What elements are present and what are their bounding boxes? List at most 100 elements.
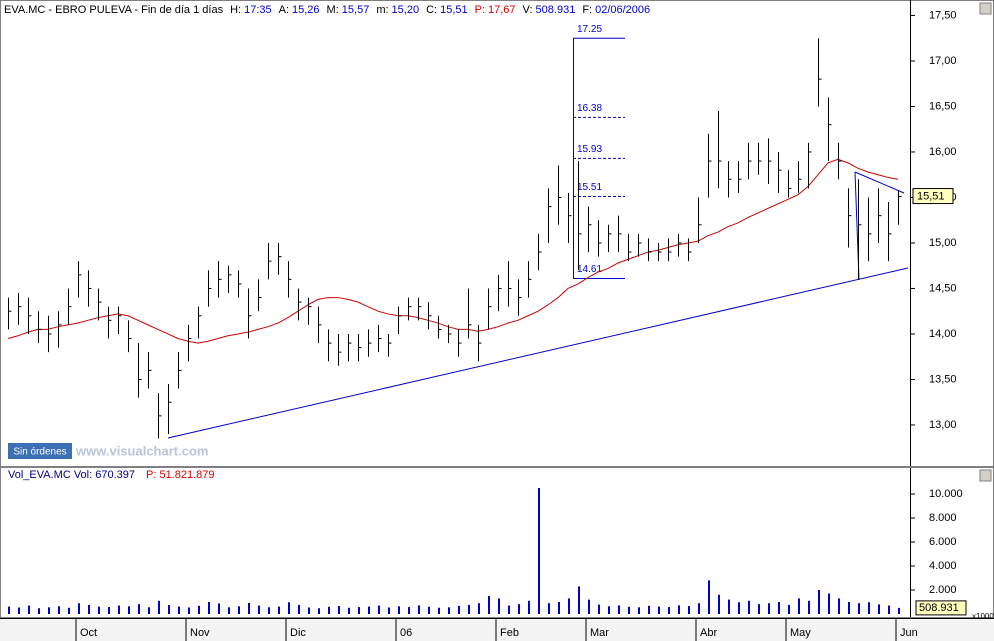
volume-bar [348,607,350,614]
last-price-box [912,188,954,205]
volume-bar [688,606,690,614]
volume-bar [388,607,390,614]
y-tick-label: 6.000 [929,536,957,548]
volume-bar [418,605,420,614]
y-tick-label: 8.000 [929,512,957,524]
volume-bar [558,602,560,614]
volume-bar [608,606,610,614]
moving-average [7,158,899,344]
panel-close-button[interactable] [979,469,992,482]
fib-label: 15.51 [577,182,602,193]
volume-bar [118,605,120,614]
volume-bar [268,607,270,614]
volume-bar [38,608,40,614]
volume-bar [68,607,70,614]
fib-label: 17.25 [577,24,602,35]
volume-bar [298,604,300,614]
volume-bar [58,606,60,614]
fib-label: 16.38 [577,103,602,114]
x-tick-label: Jun [900,627,918,639]
volume-bar [738,602,740,614]
x-tick-label: Feb [500,627,519,639]
volume-bar [168,605,170,614]
y-tick-label: 4.000 [929,560,957,572]
header-value: 17,67 [488,4,516,16]
volume-bar [88,604,90,614]
x-tick-label: Nov [190,627,210,639]
volume-bar [378,605,380,614]
header-value: 17:35 [244,4,272,16]
volume-bar [18,607,20,614]
volume-bar [228,607,230,614]
volume-bar [828,593,830,614]
volume-bar [188,607,190,614]
fib-label: 15.93 [577,144,602,155]
volume-bar [178,606,180,614]
trend-line [854,171,905,194]
header-label: P: [475,4,485,16]
volume-bar [658,606,660,614]
volume-bar [98,606,100,614]
volume-bar [758,604,760,614]
orders-button-label: Sin órdenes [13,447,66,458]
volume-bar [768,603,770,614]
volume-title: Vol_EVA.MC Vol: 670.397 [8,469,135,481]
volume-bar [528,600,530,614]
header-label: V: [523,4,533,16]
header-label: F: [582,4,592,16]
volume-bar [678,605,680,614]
volume-bar [448,607,450,614]
x-tick-label: Abr [700,627,717,639]
volume-bar [218,603,220,614]
volume-bar [878,604,880,614]
volume-bar [238,606,240,614]
y-tick-label: 17,50 [929,9,957,21]
volume-bar [518,604,520,614]
volume-bar [728,599,730,614]
volume-bar [718,594,720,614]
volume-bar [368,606,370,614]
volume-bar [748,600,750,614]
volume-bar [598,604,600,614]
volume-bar [788,604,790,614]
header-value: 15,20 [392,4,420,16]
panel-close-button[interactable] [979,2,992,15]
volume-bar [848,602,850,614]
volume-bar [48,607,50,614]
last-volume-box [915,600,967,616]
volume-bar [488,596,490,614]
volume-bar [898,607,900,614]
x-tick-label: Dic [290,627,306,639]
volume-bar [538,488,540,614]
volume-bar [428,606,430,614]
volume-bar [258,605,260,614]
volume-bar [548,603,550,614]
trend-line [167,267,909,439]
volume-bar [308,607,310,614]
volume-bar [78,603,80,614]
volume-bar [668,607,670,614]
volume-bar [198,605,200,614]
volume-subtitle: P: 51.821.879 [146,469,215,481]
header-label: EVA.MC - EBRO PULEVA - Fin de día 1 días [4,4,224,16]
header-value: 15,26 [292,4,320,16]
x-tick-label: Oct [80,627,97,639]
last-price-label: 15,51 [917,190,945,202]
volume-bar [818,590,820,614]
y-tick-label: 13,00 [929,419,957,431]
volume-bar [358,607,360,614]
volume-bar [618,605,620,614]
orders-button[interactable] [8,443,72,459]
volume-bar [458,605,460,614]
volume-bar [868,602,870,614]
volume-bar [888,605,890,614]
y-tick-label: 16,00 [929,146,957,158]
volume-bar [628,606,630,614]
volume-bar [698,603,700,614]
volume-bar [778,602,780,614]
header-value: 508.931 [536,4,576,16]
volume-bar [798,598,800,614]
volume-bar [438,607,440,614]
